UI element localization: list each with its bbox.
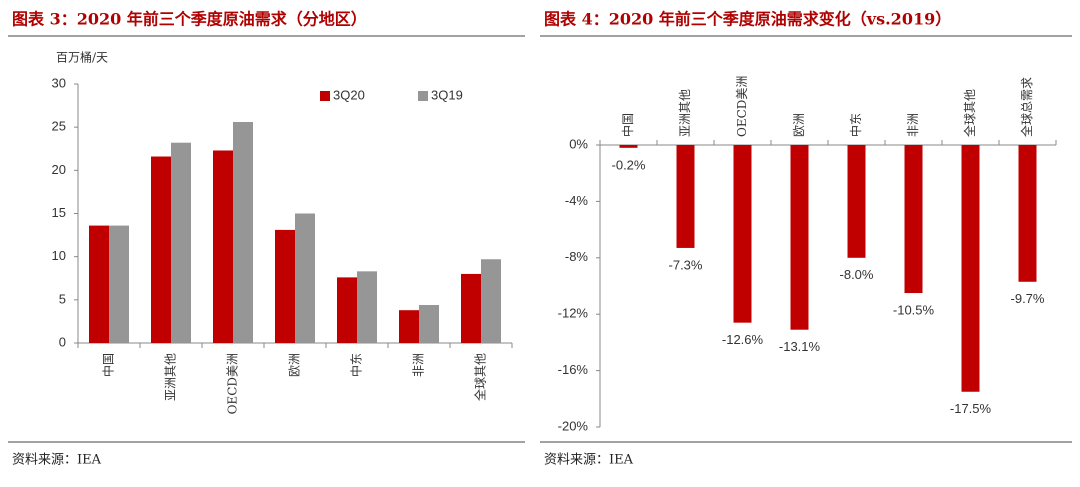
x-tick-label: OECD美洲	[226, 353, 240, 414]
x-tick-label: 非洲	[412, 353, 426, 377]
y-tick-label: -12%	[558, 306, 589, 321]
legend-swatch	[418, 91, 428, 101]
bar	[213, 150, 233, 343]
x-tick-label: 欧洲	[288, 353, 302, 377]
x-tick-label: 全球总需求	[1019, 77, 1034, 137]
bar	[399, 310, 419, 343]
bar	[461, 273, 481, 343]
value-label: -0.2%	[612, 157, 646, 172]
x-tick-label: 中国	[620, 113, 635, 137]
x-tick-label: 亚洲其他	[678, 89, 692, 137]
y-tick-label: 0	[59, 334, 66, 349]
x-tick-label: 中国	[101, 353, 116, 377]
x-tick-label: 中东	[848, 113, 863, 137]
value-label: -9.7%	[1011, 291, 1045, 306]
value-label: -10.5%	[893, 302, 935, 317]
bar	[733, 145, 752, 323]
y-tick-label: -20%	[558, 418, 589, 433]
bar	[1018, 145, 1037, 282]
value-label: -13.1%	[779, 339, 821, 354]
value-label: -12.6%	[722, 332, 764, 347]
bar	[847, 145, 866, 258]
bar	[904, 145, 923, 294]
chart-title: 图表 4：2020 年前三个季度原油需求变化（vs.2019）	[544, 10, 951, 29]
y-tick-label: 15	[52, 205, 66, 220]
legend-swatch	[320, 91, 330, 101]
y-axis-label: 百万桶/天	[56, 50, 108, 65]
source: 资料来源：IEA	[544, 453, 634, 468]
y-tick-label: -8%	[565, 249, 589, 264]
y-tick-label: 20	[52, 162, 66, 177]
x-tick-label: 亚洲其他	[164, 353, 178, 401]
bar	[676, 145, 695, 248]
bar	[151, 156, 171, 343]
legend-label: 3Q19	[431, 87, 463, 102]
bar	[233, 121, 253, 343]
bar	[357, 271, 377, 343]
source: 资料来源：IEA	[12, 453, 102, 468]
y-tick-label: 30	[52, 75, 66, 90]
y-tick-label: -4%	[565, 193, 589, 208]
y-tick-label: -16%	[558, 362, 589, 377]
y-tick-label: 5	[59, 291, 66, 306]
bar	[295, 213, 315, 343]
x-tick-label: 非洲	[906, 113, 920, 137]
legend-label: 3Q20	[333, 87, 365, 102]
bar	[109, 225, 129, 343]
x-tick-label: 中东	[349, 353, 364, 377]
bar	[171, 142, 191, 343]
chart-title: 图表 3：2020 年前三个季度原油需求（分地区）	[12, 10, 367, 29]
bar	[419, 305, 439, 343]
x-tick-label: 全球其他	[962, 89, 977, 137]
value-label: -8.0%	[840, 267, 874, 282]
bar	[481, 259, 501, 343]
value-label: -7.3%	[669, 257, 703, 272]
bar	[275, 229, 295, 343]
bar	[89, 225, 109, 343]
y-tick-label: 10	[52, 248, 66, 263]
bar	[337, 277, 357, 343]
bar	[790, 145, 809, 330]
bar	[619, 145, 638, 148]
bar	[961, 145, 980, 392]
x-tick-label: 全球其他	[473, 353, 488, 401]
x-tick-label: OECD美洲	[735, 76, 749, 137]
y-tick-label: 25	[52, 119, 66, 134]
y-tick-label: 0%	[569, 136, 588, 151]
x-tick-label: 欧洲	[792, 113, 806, 137]
value-label: -17.5%	[950, 401, 992, 416]
